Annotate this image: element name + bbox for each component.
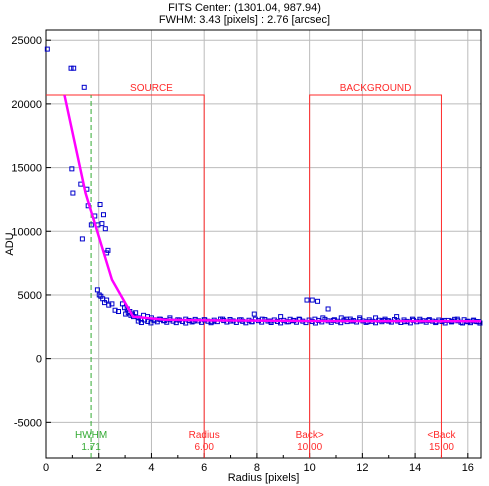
y-tick-label: 15000 bbox=[11, 163, 42, 175]
data-point bbox=[88, 222, 94, 228]
data-point bbox=[325, 306, 331, 312]
data-point bbox=[112, 307, 118, 313]
x-tick-label: 12 bbox=[356, 462, 368, 474]
data-point bbox=[94, 287, 100, 293]
fit-line bbox=[63, 94, 482, 323]
data-point bbox=[104, 297, 110, 303]
marker-value: 10.00 bbox=[297, 442, 322, 453]
x-tick-label: 2 bbox=[96, 462, 102, 474]
marker-label: HWHM bbox=[75, 430, 107, 441]
y-tick-label: 25000 bbox=[11, 35, 42, 47]
marker-value: 15.00 bbox=[429, 442, 454, 453]
data-point bbox=[135, 318, 141, 324]
data-point bbox=[315, 298, 321, 304]
data-point bbox=[81, 84, 87, 90]
data-point bbox=[105, 247, 111, 253]
plot-frame bbox=[45, 29, 482, 459]
y-tick-label: 20000 bbox=[11, 99, 42, 111]
chart-title-line-2: FWHM: 3.43 [pixels] : 2.76 [arcsec] bbox=[158, 14, 331, 26]
y-tick-label: 5000 bbox=[18, 290, 42, 302]
data-point bbox=[116, 309, 121, 315]
data-point bbox=[109, 301, 115, 307]
chart-title-line-1: FITS Center: (1301.04, 987.94) bbox=[168, 2, 321, 14]
y-tick-label: 0 bbox=[36, 354, 42, 366]
x-axis-label: Radius [pixels] bbox=[228, 472, 300, 484]
data-point bbox=[70, 190, 76, 196]
x-tick-label: 8 bbox=[254, 462, 260, 474]
data-point bbox=[133, 310, 139, 316]
y-axis-label: ADU bbox=[4, 232, 16, 255]
data-point bbox=[44, 46, 50, 52]
data-point bbox=[251, 311, 257, 317]
data-point bbox=[145, 318, 151, 324]
data-point bbox=[304, 297, 310, 303]
data-point bbox=[71, 65, 77, 71]
data-point bbox=[123, 311, 129, 317]
marker-value: 6.00 bbox=[194, 442, 214, 453]
data-point bbox=[100, 212, 106, 218]
background-aperture-label: BACKGROUND bbox=[340, 83, 412, 94]
y-tick-label: -5000 bbox=[14, 417, 42, 429]
data-point bbox=[106, 302, 112, 308]
x-tick-label: 10 bbox=[304, 462, 316, 474]
data-point bbox=[309, 297, 315, 303]
x-tick-label: 6 bbox=[201, 462, 207, 474]
y-tick-label: 10000 bbox=[11, 226, 42, 238]
x-tick-label: 16 bbox=[462, 462, 474, 474]
marker-label: Back> bbox=[296, 430, 324, 441]
source-aperture-line bbox=[46, 94, 205, 458]
data-point bbox=[69, 166, 75, 172]
data-point bbox=[99, 221, 105, 227]
data-point bbox=[68, 65, 74, 71]
data-point bbox=[278, 314, 284, 320]
data-point bbox=[97, 202, 103, 208]
data-point bbox=[102, 226, 108, 232]
background-annulus-line bbox=[309, 94, 442, 458]
x-tick-label: 4 bbox=[148, 462, 154, 474]
marker-value: 1.71 bbox=[81, 442, 101, 453]
marker-label: Radius bbox=[189, 430, 220, 441]
data-point bbox=[148, 320, 154, 326]
data-point bbox=[79, 236, 85, 242]
data-point bbox=[138, 320, 144, 326]
x-tick-label: 0 bbox=[43, 462, 49, 474]
source-aperture-label: SOURCE bbox=[130, 83, 173, 94]
x-tick-label: 14 bbox=[409, 462, 421, 474]
marker-label: <Back bbox=[427, 430, 456, 441]
